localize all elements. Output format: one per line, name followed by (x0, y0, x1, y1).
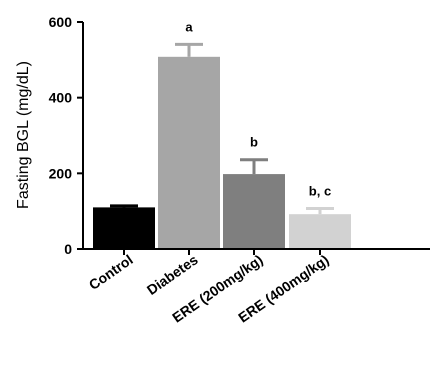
bar (93, 207, 155, 249)
y-tick-label: 600 (49, 14, 73, 30)
y-tick-label: 400 (49, 90, 73, 106)
x-tick-label: Control (86, 251, 136, 293)
bars-group (93, 56, 351, 249)
bar (158, 56, 220, 249)
error-bars-group (110, 42, 334, 215)
bar (223, 174, 285, 249)
y-ticks-group: 0 200 400 600 (49, 14, 83, 257)
y-tick-label: 200 (49, 165, 73, 181)
annotations-group: a b b, c (185, 19, 331, 198)
y-axis-label: Fasting BGL (mg/dL) (15, 61, 32, 209)
y-tick-label: 0 (64, 241, 72, 257)
bar (289, 214, 351, 249)
significance-label: a (185, 19, 193, 34)
x-tick-label: Diabetes (144, 251, 201, 298)
significance-label: b, c (309, 184, 331, 199)
significance-label: b (250, 135, 258, 150)
